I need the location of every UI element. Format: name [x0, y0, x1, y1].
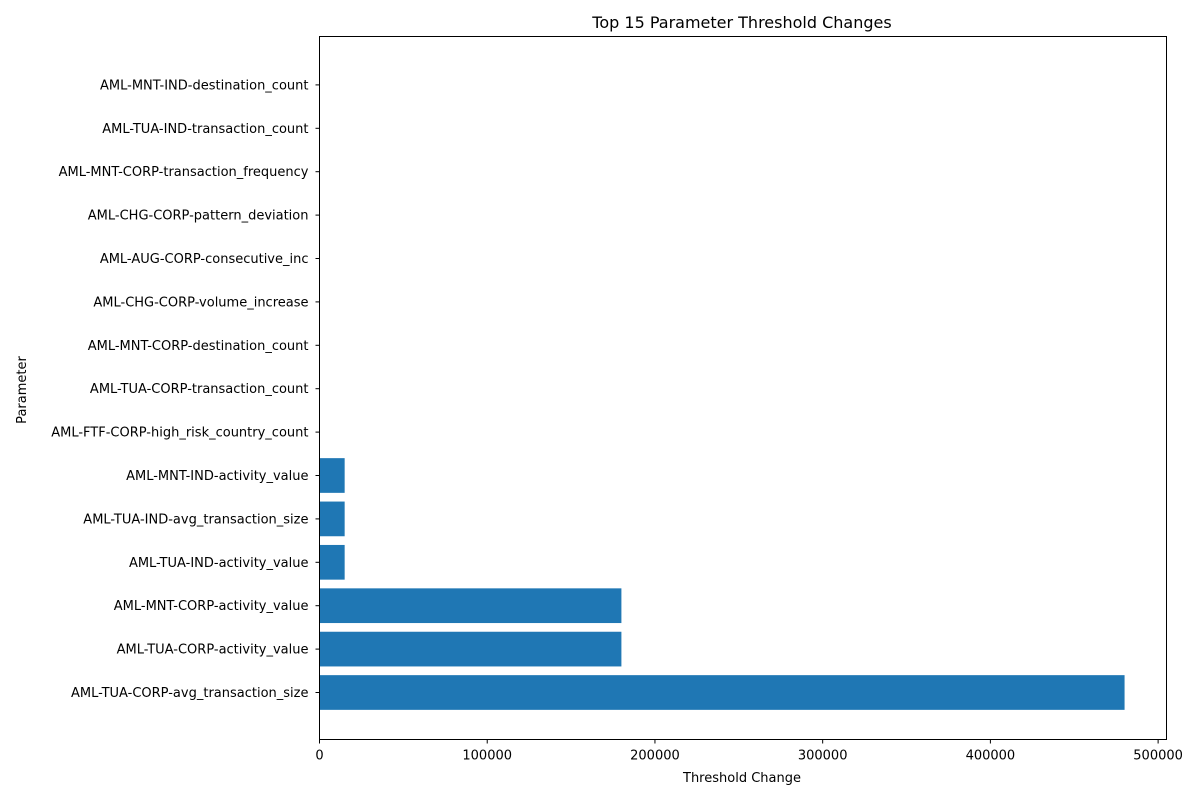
bar — [319, 458, 345, 493]
y-tick-label: AML-TUA-CORP-avg_transaction_size — [71, 686, 309, 701]
y-tick-label: AML-TUA-IND-transaction_count — [102, 122, 308, 137]
x-tick-label: 400000 — [966, 749, 1016, 764]
y-tick-label: AML-TUA-CORP-activity_value — [117, 643, 309, 658]
y-tick-label: AML-FTF-CORP-high_risk_country_count — [51, 426, 308, 441]
x-tick-label: 500000 — [1133, 749, 1183, 764]
bar — [319, 588, 622, 624]
x-tick-label: 0 — [315, 749, 323, 764]
y-tick-label: AML-AUG-CORP-consecutive_inc — [100, 252, 309, 267]
bar — [319, 501, 345, 537]
x-ticks-group: 0 100000 200000 300000 400000 500000 — [315, 739, 1183, 764]
y-tick-label: AML-CHG-CORP-pattern_deviation — [88, 209, 309, 224]
y-tick-label: AML-TUA-IND-activity_value — [129, 556, 309, 571]
y-tick-label: AML-MNT-CORP-activity_value — [114, 599, 309, 614]
y-tick-label: AML-TUA-CORP-transaction_count — [90, 382, 309, 397]
y-tick-label: AML-MNT-IND-destination_count — [100, 78, 308, 93]
y-ticks-group: AML-TUA-CORP-avg_transaction_size AML-TUA… — [51, 78, 320, 701]
y-tick-label: AML-CHG-CORP-volume_increase — [93, 295, 308, 310]
bar — [319, 631, 622, 667]
x-tick-label: 100000 — [462, 749, 512, 764]
y-tick-label: AML-TUA-IND-avg_transaction_size — [83, 512, 308, 527]
x-axis-label: Threshold Change — [682, 771, 801, 786]
y-axis-label: Parameter — [15, 356, 30, 424]
y-tick-label: AML-MNT-CORP-transaction_frequency — [59, 165, 309, 180]
y-tick-label: AML-MNT-IND-activity_value — [126, 469, 308, 484]
bar — [319, 675, 1125, 710]
chart-title: Top 15 Parameter Threshold Changes — [591, 13, 891, 32]
x-tick-label: 200000 — [630, 749, 680, 764]
bar — [319, 544, 345, 580]
plot-frame — [319, 36, 1167, 740]
bars-group — [319, 458, 1125, 710]
x-tick-label: 300000 — [798, 749, 848, 764]
y-tick-label: AML-MNT-CORP-destination_count — [88, 339, 309, 354]
